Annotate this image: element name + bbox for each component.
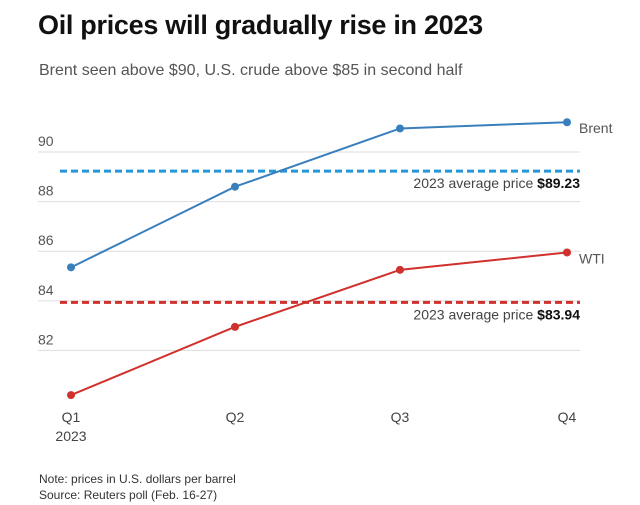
data-point-brent xyxy=(563,118,571,127)
data-point-brent xyxy=(396,124,404,133)
y-tick-label: 88 xyxy=(38,183,54,199)
data-point-wti xyxy=(231,322,239,331)
x-tick-label: Q4 xyxy=(558,409,577,425)
data-point-wti xyxy=(563,248,571,257)
average-label-text: 2023 average price xyxy=(413,175,537,191)
chart-title: Oil prices will gradually rise in 2023 xyxy=(38,10,483,40)
series-label-wti: WTI xyxy=(579,250,605,266)
data-point-wti xyxy=(67,391,75,400)
x-tick-sublabel: 2023 xyxy=(55,428,86,444)
source-note: Source: Reuters poll (Feb. 16-27) xyxy=(39,488,218,502)
chart-subtitle: Brent seen above $90, U.S. crude above $… xyxy=(39,62,463,79)
average-label-wti: 2023 average price $83.94 xyxy=(413,306,580,322)
y-tick-label: 90 xyxy=(38,133,54,149)
y-tick-label: 82 xyxy=(38,331,54,347)
series-line-brent xyxy=(70,121,568,269)
x-tick-label: Q1 xyxy=(62,409,81,425)
x-tick-label: Q2 xyxy=(226,409,245,425)
average-label-brent: 2023 average price $89.23 xyxy=(413,175,580,191)
data-point-wti xyxy=(396,265,404,274)
data-point-brent xyxy=(67,263,75,272)
units-note: Note: prices in U.S. dollars per barrel xyxy=(39,472,236,486)
average-value: $89.23 xyxy=(537,175,580,191)
y-tick-label: 84 xyxy=(38,282,54,298)
series-label-brent: Brent xyxy=(579,120,613,136)
x-tick-label: Q3 xyxy=(391,409,410,425)
average-label-text: 2023 average price xyxy=(413,306,537,322)
data-point-brent xyxy=(231,182,239,191)
average-value: $83.94 xyxy=(537,306,580,322)
y-tick-label: 86 xyxy=(38,232,54,248)
series-line-wti xyxy=(70,251,568,397)
